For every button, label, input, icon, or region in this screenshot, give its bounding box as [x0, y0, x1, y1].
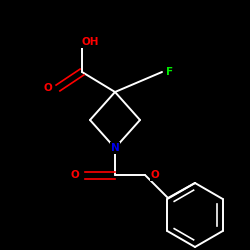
Text: O: O — [71, 170, 80, 180]
Text: OH: OH — [81, 37, 99, 47]
Text: N: N — [110, 143, 120, 153]
Text: F: F — [166, 67, 173, 77]
Text: O: O — [150, 170, 160, 180]
Text: O: O — [44, 83, 52, 93]
